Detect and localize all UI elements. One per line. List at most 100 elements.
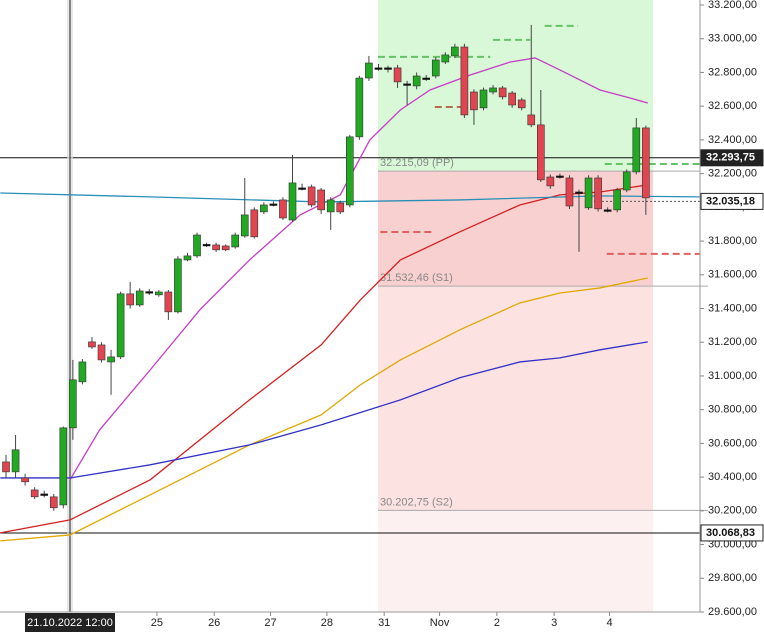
candle-body — [78, 361, 87, 383]
candle-body — [460, 46, 469, 116]
y-tick-label: 31.200,00 — [708, 336, 757, 348]
candle-body — [69, 379, 77, 429]
crosshair-label-box — [25, 613, 115, 632]
candle-body — [565, 177, 574, 207]
y-tick-label: 33.200,00 — [708, 0, 757, 11]
y-tick-label: 31.000,00 — [708, 370, 757, 382]
candle-body — [183, 255, 192, 261]
price-box — [700, 149, 764, 167]
candle-body — [221, 245, 230, 251]
x-tick-label: 27 — [264, 617, 276, 629]
candle-body — [317, 189, 325, 211]
y-tick-label: 31.800,00 — [708, 235, 757, 247]
candle-body — [365, 62, 373, 79]
candle-body — [212, 244, 220, 251]
candle-body — [537, 124, 545, 181]
x-tick-label: 3 — [551, 617, 557, 629]
y-tick-label: 31.600,00 — [708, 269, 757, 281]
candle-body — [556, 175, 564, 178]
candle-body — [498, 87, 507, 98]
y-tick-label: 30.400,00 — [708, 471, 757, 483]
candle-body — [193, 234, 201, 257]
candle-body — [59, 427, 68, 506]
candle-body — [164, 291, 173, 313]
candle-body — [298, 187, 306, 190]
candle-body — [355, 77, 364, 138]
candle-body — [431, 59, 440, 77]
pivot-zone — [377, 510, 654, 612]
moving-average-line — [69, 57, 648, 481]
candle-body — [88, 341, 96, 348]
candle-body — [346, 136, 354, 206]
candle-body — [40, 493, 49, 496]
y-tick-label: 30.800,00 — [708, 404, 757, 416]
candle-body — [260, 204, 268, 213]
candle-body — [479, 89, 488, 109]
y-tick-label: 30.000,00 — [708, 538, 757, 550]
candle-body — [613, 189, 622, 211]
candle-body — [326, 199, 335, 213]
pivot-zone — [377, 0, 654, 172]
candle-body — [508, 92, 516, 106]
candle-body — [393, 67, 402, 83]
candle-body — [517, 99, 526, 109]
crosshair-label: 21.10.2022 12:00 — [27, 617, 113, 629]
x-tick-label: 4 — [607, 617, 613, 629]
candle-body — [422, 77, 431, 80]
moving-average-line — [0, 341, 648, 479]
candle-body — [441, 54, 450, 63]
y-tick-label: 29.600,00 — [708, 606, 757, 618]
candle-body — [527, 114, 536, 126]
price-box-label: 30.068,83 — [706, 527, 755, 539]
candle-body — [97, 344, 106, 361]
x-tick-label: 28 — [321, 617, 333, 629]
y-tick-label: 32.600,00 — [708, 100, 757, 112]
x-tick-label: 31 — [378, 617, 390, 629]
candle-body — [231, 234, 240, 248]
candle-body — [603, 209, 612, 212]
pivot-zone — [377, 171, 654, 287]
x-tick-label: 25 — [151, 617, 163, 629]
candle-body — [470, 91, 478, 111]
candle-body — [575, 191, 583, 194]
y-tick-label: 32.800,00 — [708, 66, 757, 78]
candle-body — [451, 46, 459, 57]
candle-body — [307, 186, 316, 206]
price-box — [700, 524, 764, 542]
candle-body — [546, 176, 555, 187]
candle-body — [250, 209, 259, 238]
candle-body — [116, 293, 125, 358]
candle-body — [632, 127, 641, 173]
candle-body — [11, 449, 20, 473]
candle-body — [622, 171, 631, 191]
candle-body — [269, 203, 278, 206]
price-box-label: 32.035,18 — [706, 195, 755, 207]
y-tick-label: 30.200,00 — [708, 505, 757, 517]
candle-body — [49, 496, 58, 509]
pivot-label: 31.532,46 (S1) — [380, 272, 453, 284]
x-tick-label: 26 — [208, 617, 220, 629]
candle-body — [2, 461, 10, 473]
candle-body — [202, 244, 211, 247]
candle-body — [145, 291, 154, 294]
candle-body — [642, 127, 650, 199]
moving-average-line — [0, 277, 648, 542]
y-tick-label: 33.000,00 — [708, 33, 757, 45]
x-tick-label: 2 — [494, 617, 500, 629]
y-tick-label: 30.600,00 — [708, 437, 757, 449]
candle-body — [336, 202, 345, 213]
x-tick-label: Nov — [430, 617, 450, 629]
candle-body — [30, 489, 39, 498]
pivot-label: 32.215,09 (PP) — [380, 157, 454, 169]
candle-body — [155, 291, 163, 296]
pivot-zone — [377, 286, 654, 511]
y-tick-label: 32.200,00 — [708, 168, 757, 180]
candle-body — [107, 356, 115, 363]
candle-body — [403, 83, 411, 86]
candle-body — [412, 75, 421, 87]
y-tick-label: 29.800,00 — [708, 572, 757, 584]
candle-body — [288, 182, 297, 221]
candle-body — [489, 87, 497, 93]
